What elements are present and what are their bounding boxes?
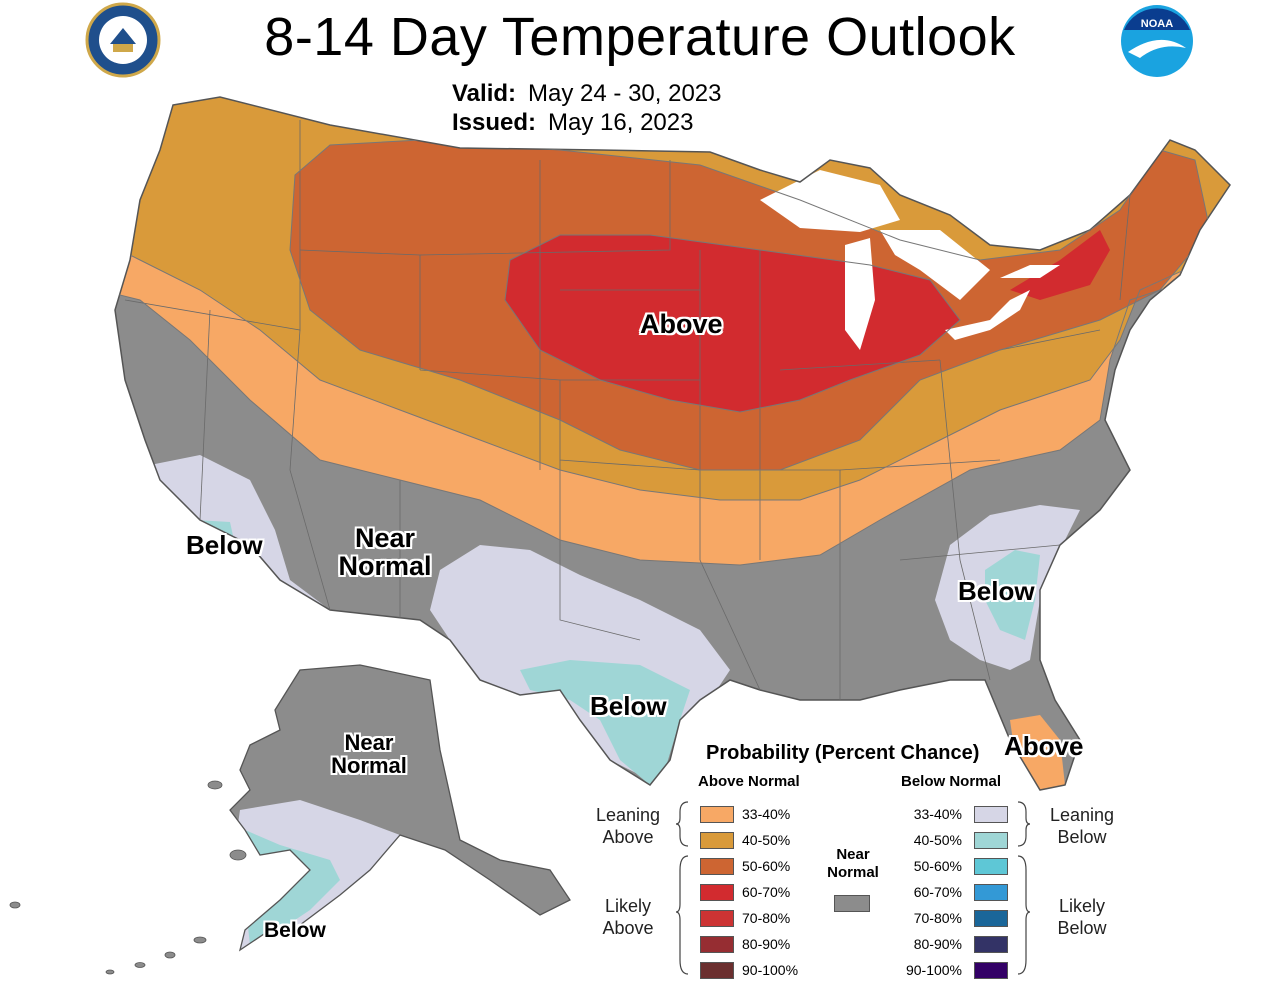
- noaa-logo: NOAA: [1121, 5, 1193, 77]
- page-title: 8-14 Day Temperature Outlook: [264, 7, 1016, 67]
- above-swatch: [700, 961, 734, 979]
- legend-leaning-above: Leaning Above: [586, 805, 670, 848]
- below-swatch-label: 80-90%: [913, 936, 962, 952]
- near-normal-west-line2: Normal: [338, 551, 432, 582]
- legend-likely-below: Likely Below: [1040, 896, 1124, 939]
- below-swatch: [974, 909, 1008, 927]
- below-swatch-label: 40-50%: [913, 832, 962, 848]
- near-normal-swatch: [834, 895, 870, 912]
- above-swatch-label: 70-80%: [742, 910, 791, 926]
- valid-row: Valid: May 24 - 30, 2023: [452, 80, 721, 108]
- above-row: 90-100%: [700, 960, 812, 980]
- likely-above-line2: Above: [602, 917, 654, 938]
- legend-title: Probability (Percent Chance): [706, 742, 980, 764]
- legend-leaning-below: Leaning Below: [1040, 805, 1124, 848]
- near-normal-west-line1: Near: [354, 523, 416, 553]
- label-below-sw: Below: [186, 530, 263, 560]
- probability-contours: [115, 139, 1230, 566]
- legend-above-braces: [676, 801, 689, 975]
- valid-value: May 24 - 30, 2023: [528, 80, 722, 107]
- state-boundaries: [124, 120, 1131, 700]
- below-swatch-label: 70-80%: [913, 910, 962, 926]
- below-row: 33-40%: [900, 804, 1008, 824]
- conus-shading: [115, 97, 1230, 790]
- label-below-texas: Below: [590, 691, 667, 721]
- above-swatch: [700, 805, 734, 823]
- above-swatch-label: 60-70%: [742, 884, 791, 900]
- below-swatch-label: 60-70%: [913, 884, 962, 900]
- label-below-alaska: Below: [264, 919, 326, 942]
- above-swatch: [700, 831, 734, 849]
- label-above-florida: Above: [1004, 731, 1084, 761]
- aleutian-islands: [9, 780, 247, 975]
- below-swatch: [974, 857, 1008, 875]
- alaska-outline: [229, 664, 571, 952]
- below-swatch: [974, 961, 1008, 979]
- near-normal-line1: Near: [836, 846, 870, 863]
- leaning-above-line1: Leaning: [595, 805, 661, 825]
- ak-near-line2: Normal: [331, 753, 407, 779]
- label-near-normal-west: Near Normal: [330, 524, 440, 581]
- above-swatch-label: 33-40%: [742, 806, 791, 822]
- legend-above-header: Above Normal: [698, 773, 800, 790]
- likely-below-line1: Likely: [1058, 896, 1106, 916]
- leaning-below-line2: Below: [1057, 826, 1107, 847]
- below-swatch-label: 90-100%: [905, 962, 962, 978]
- above-row: 70-80%: [700, 908, 812, 928]
- below-row: 50-60%: [900, 856, 1008, 876]
- above-swatch: [700, 935, 734, 953]
- label-near-normal-alaska: Near Normal: [320, 731, 418, 777]
- above-swatch: [700, 857, 734, 875]
- above-swatch: [700, 909, 734, 927]
- below-swatch: [974, 831, 1008, 849]
- legend-below-header: Below Normal: [901, 773, 1002, 790]
- near-normal-line2: Normal: [827, 864, 879, 881]
- issued-row: Issued: May 16, 2023: [452, 109, 693, 137]
- below-row: 70-80%: [900, 908, 1008, 928]
- above-swatch-label: 80-90%: [742, 936, 791, 952]
- commerce-seal-logo: [85, 2, 161, 78]
- above-swatch-label: 40-50%: [742, 832, 791, 848]
- label-below-southeast: Below: [958, 576, 1035, 606]
- above-row: 33-40%: [700, 804, 812, 824]
- svg-text:NOAA: NOAA: [1141, 18, 1173, 30]
- likely-above-line1: Likely: [604, 896, 652, 916]
- above-swatch: [700, 883, 734, 901]
- above-swatch-label: 90-100%: [742, 962, 799, 978]
- leaning-above-line2: Above: [602, 826, 654, 847]
- below-swatch: [974, 805, 1008, 823]
- ak-near-line1: Near: [344, 730, 394, 755]
- below-row: 90-100%: [900, 960, 1008, 980]
- legend-near-normal: Near Normal: [822, 846, 884, 882]
- conus-outline: [114, 96, 1231, 791]
- alaska-shading: [230, 665, 570, 950]
- above-swatch-label: 50-60%: [742, 858, 791, 874]
- likely-below-line2: Below: [1057, 917, 1107, 938]
- below-swatch-label: 33-40%: [913, 806, 962, 822]
- below-swatch-label: 50-60%: [913, 858, 962, 874]
- legend-below-braces: [1017, 801, 1031, 975]
- above-row: 50-60%: [700, 856, 812, 876]
- leaning-below-line1: Leaning: [1049, 805, 1115, 825]
- below-row: 40-50%: [900, 830, 1008, 850]
- legend-likely-above: Likely Above: [586, 896, 670, 939]
- label-above-central: Above: [640, 309, 723, 339]
- below-swatch: [974, 883, 1008, 901]
- above-row: 60-70%: [700, 882, 812, 902]
- below-row: 80-90%: [900, 934, 1008, 954]
- valid-label: Valid:: [452, 80, 517, 107]
- below-row: 60-70%: [900, 882, 1008, 902]
- issued-value: May 16, 2023: [548, 109, 694, 136]
- issued-label: Issued:: [452, 109, 537, 136]
- above-row: 80-90%: [700, 934, 812, 954]
- above-row: 40-50%: [700, 830, 812, 850]
- below-swatch: [974, 935, 1008, 953]
